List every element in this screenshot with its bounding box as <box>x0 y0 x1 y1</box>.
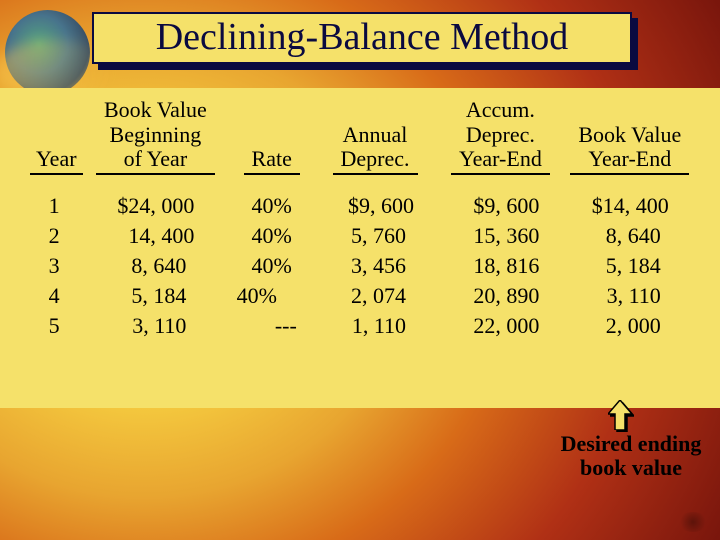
cell-year: 4 <box>26 281 82 311</box>
hdr-year: Year <box>30 147 83 175</box>
cell-rate: 40% <box>229 251 315 281</box>
annotation-label: Desired ending book value <box>552 432 710 480</box>
cell-rate: 40% <box>229 221 315 251</box>
cell-rate: --- <box>229 311 315 341</box>
cell-bv-end: $14, 400 <box>566 191 694 221</box>
table-row: 3 8, 640 40% 3, 456 18, 816 5, 184 <box>26 251 694 281</box>
cell-annual: 3, 456 <box>315 251 435 281</box>
cell-bv-end: 8, 640 <box>566 221 694 251</box>
table-panel: Year Book ValueBeginningof Year Rate Ann… <box>0 88 720 408</box>
cell-bv-end: 3, 110 <box>566 281 694 311</box>
table-row: 1 $24, 000 40% $9, 600 $9, 600 $14, 400 <box>26 191 694 221</box>
cell-year: 1 <box>26 191 82 221</box>
cell-rate: 40% <box>229 191 315 221</box>
table-header-row: Year Book ValueBeginningof Year Rate Ann… <box>26 96 694 177</box>
cell-annual: $9, 600 <box>315 191 435 221</box>
cell-year: 5 <box>26 311 82 341</box>
decorative-corner-swirl <box>5 10 90 95</box>
hdr-rate: Rate <box>244 147 300 175</box>
cell-bv-begin: 3, 110 <box>82 311 228 341</box>
cell-accum: 22, 000 <box>435 311 565 341</box>
cell-bv-end: 5, 184 <box>566 251 694 281</box>
cell-bv-begin: 14, 400 <box>82 221 228 251</box>
cell-bv-begin: $24, 000 <box>82 191 228 221</box>
hdr-annual: AnnualDeprec. <box>333 123 418 175</box>
depreciation-table: Year Book ValueBeginningof Year Rate Ann… <box>26 96 694 341</box>
cell-accum: 15, 360 <box>435 221 565 251</box>
cell-annual: 5, 760 <box>315 221 435 251</box>
hdr-bv-end: Book ValueYear-End <box>570 123 689 175</box>
up-arrow-icon <box>608 400 632 430</box>
cell-accum: 18, 816 <box>435 251 565 281</box>
cell-annual: 2, 074 <box>315 281 435 311</box>
cell-year: 3 <box>26 251 82 281</box>
table-row: 2 14, 400 40% 5, 760 15, 360 8, 640 <box>26 221 694 251</box>
hdr-accum: Accum.Deprec.Year-End <box>451 98 550 175</box>
cell-year: 2 <box>26 221 82 251</box>
cell-annual: 1, 110 <box>315 311 435 341</box>
hdr-bv-begin: Book ValueBeginningof Year <box>96 98 215 175</box>
table-row: 5 3, 110 --- 1, 110 22, 000 2, 000 <box>26 311 694 341</box>
cell-bv-begin: 8, 640 <box>82 251 228 281</box>
cell-bv-end: 2, 000 <box>566 311 694 341</box>
table-row: 4 5, 184 40% 2, 074 20, 890 3, 110 <box>26 281 694 311</box>
slide-title-box: Declining-Balance Method <box>92 12 632 64</box>
cell-accum: 20, 890 <box>435 281 565 311</box>
cell-accum: $9, 600 <box>435 191 565 221</box>
cell-rate: 40% <box>229 281 315 311</box>
cell-bv-begin: 5, 184 <box>82 281 228 311</box>
slide-title: Declining-Balance Method <box>156 16 569 58</box>
decorative-smudge <box>678 512 708 532</box>
